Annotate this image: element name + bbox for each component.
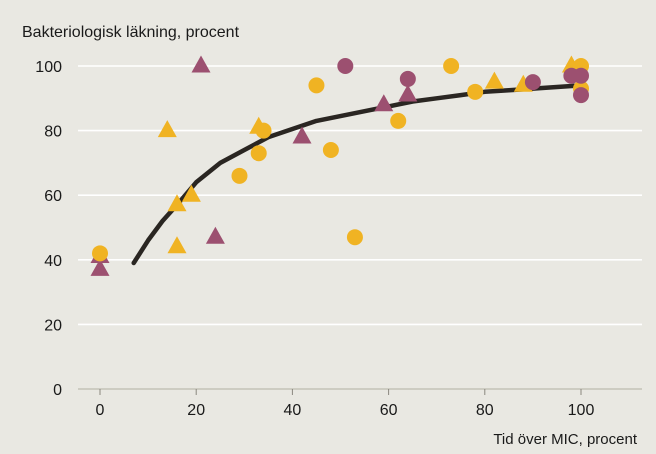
x-tick-label: 20 <box>187 402 205 419</box>
triangle-point <box>398 84 418 102</box>
y-tick-label: 20 <box>44 317 62 334</box>
triangle-point <box>191 55 211 73</box>
triangle-point <box>157 120 177 138</box>
y-axis-label: Bakteriologisk läkning, procent <box>22 24 240 41</box>
x-tick-label: 60 <box>380 402 398 419</box>
x-axis-label: Tid över MIC, procent <box>493 431 637 448</box>
trend-curve <box>131 83 584 266</box>
tick-labels: 0 20 40 60 80 100 0 20 40 60 80 100 <box>35 59 594 419</box>
circle-point <box>322 141 339 158</box>
circle-point <box>443 58 460 74</box>
y-tick-label: 80 <box>44 124 62 141</box>
y-tick-label: 100 <box>35 59 62 76</box>
y-tick-label: 60 <box>44 188 62 205</box>
circle-point <box>337 58 354 74</box>
circle-point <box>346 229 363 246</box>
triangle-point <box>90 258 110 276</box>
circle-point <box>250 145 267 162</box>
triangle-point <box>484 71 504 89</box>
triangle-point <box>167 236 187 254</box>
circle-point <box>573 67 589 84</box>
y-tick-label: 40 <box>44 253 62 270</box>
y-tick-label: 0 <box>53 382 62 399</box>
triangle-point <box>181 184 201 202</box>
circle-point <box>399 70 416 87</box>
triangle-point <box>205 226 225 244</box>
x-tick-label: 100 <box>568 402 595 419</box>
x-tick-label: 80 <box>476 402 494 419</box>
triangle-point <box>292 126 312 144</box>
circle-point <box>255 122 272 139</box>
circle-point <box>573 87 589 104</box>
triangle-point <box>374 94 394 112</box>
circle-point <box>308 77 325 94</box>
x-tick-label: 40 <box>284 402 302 419</box>
trend-curve-layer <box>131 83 584 266</box>
circle-point <box>231 167 248 184</box>
circle-point <box>524 74 541 91</box>
data-points <box>90 55 589 276</box>
x-tick-label: 0 <box>96 402 105 419</box>
circle-point <box>92 245 108 262</box>
circle-point <box>467 83 484 100</box>
triangle-point <box>167 194 187 212</box>
circle-point <box>390 112 407 129</box>
